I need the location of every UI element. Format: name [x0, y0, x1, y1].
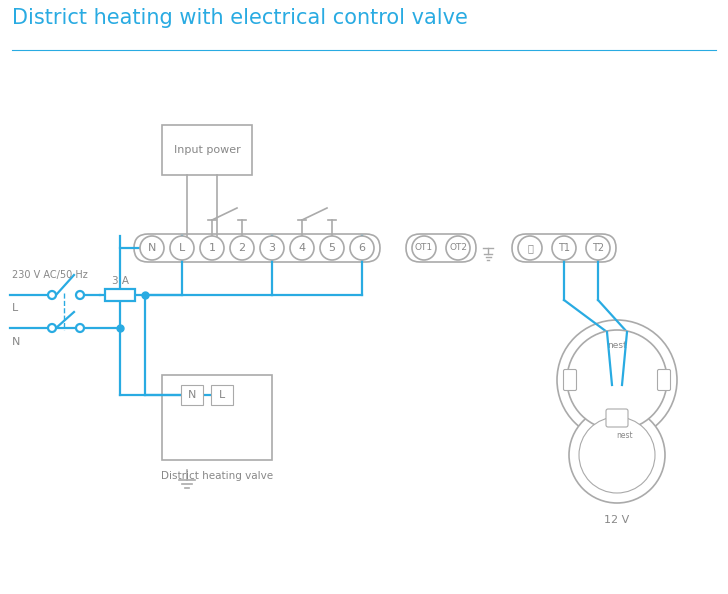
Text: T2: T2 — [592, 243, 604, 253]
Text: 6: 6 — [358, 243, 365, 253]
Text: L: L — [179, 243, 185, 253]
FancyBboxPatch shape — [563, 369, 577, 390]
Text: ⏚: ⏚ — [527, 243, 533, 253]
FancyBboxPatch shape — [406, 234, 476, 262]
Circle shape — [200, 236, 224, 260]
Circle shape — [170, 236, 194, 260]
Circle shape — [76, 324, 84, 332]
Circle shape — [586, 236, 610, 260]
Text: N: N — [12, 337, 20, 347]
Text: T1: T1 — [558, 243, 570, 253]
Text: 3: 3 — [269, 243, 275, 253]
FancyBboxPatch shape — [105, 289, 135, 301]
Text: District heating with electrical control valve: District heating with electrical control… — [12, 8, 468, 28]
Text: Input power: Input power — [173, 145, 240, 155]
Text: 230 V AC/50 Hz: 230 V AC/50 Hz — [12, 270, 88, 280]
FancyBboxPatch shape — [606, 409, 628, 427]
Text: OT2: OT2 — [449, 244, 467, 252]
Text: N: N — [188, 390, 196, 400]
Text: 2: 2 — [239, 243, 245, 253]
Text: 12 V: 12 V — [604, 515, 630, 525]
Circle shape — [412, 236, 436, 260]
Text: 3 A: 3 A — [111, 276, 129, 286]
Text: 4: 4 — [298, 243, 306, 253]
Text: OT1: OT1 — [415, 244, 433, 252]
Text: nest: nest — [607, 340, 627, 349]
FancyBboxPatch shape — [657, 369, 670, 390]
Text: 1: 1 — [208, 243, 215, 253]
Circle shape — [552, 236, 576, 260]
Text: L: L — [219, 390, 225, 400]
Circle shape — [76, 291, 84, 299]
Circle shape — [48, 291, 56, 299]
Circle shape — [260, 236, 284, 260]
Circle shape — [230, 236, 254, 260]
Circle shape — [579, 417, 655, 493]
Circle shape — [350, 236, 374, 260]
FancyBboxPatch shape — [134, 234, 380, 262]
Text: N: N — [148, 243, 157, 253]
FancyBboxPatch shape — [512, 234, 616, 262]
Circle shape — [567, 330, 667, 430]
Circle shape — [48, 324, 56, 332]
Circle shape — [446, 236, 470, 260]
Circle shape — [140, 236, 164, 260]
Circle shape — [569, 407, 665, 503]
Circle shape — [518, 236, 542, 260]
Text: L: L — [12, 303, 18, 313]
FancyBboxPatch shape — [162, 125, 252, 175]
FancyBboxPatch shape — [181, 385, 203, 405]
FancyBboxPatch shape — [162, 375, 272, 460]
Text: 5: 5 — [328, 243, 336, 253]
Circle shape — [557, 320, 677, 440]
Circle shape — [290, 236, 314, 260]
Text: District heating valve: District heating valve — [161, 471, 273, 481]
Circle shape — [320, 236, 344, 260]
Text: nest: nest — [617, 431, 633, 440]
FancyBboxPatch shape — [211, 385, 233, 405]
